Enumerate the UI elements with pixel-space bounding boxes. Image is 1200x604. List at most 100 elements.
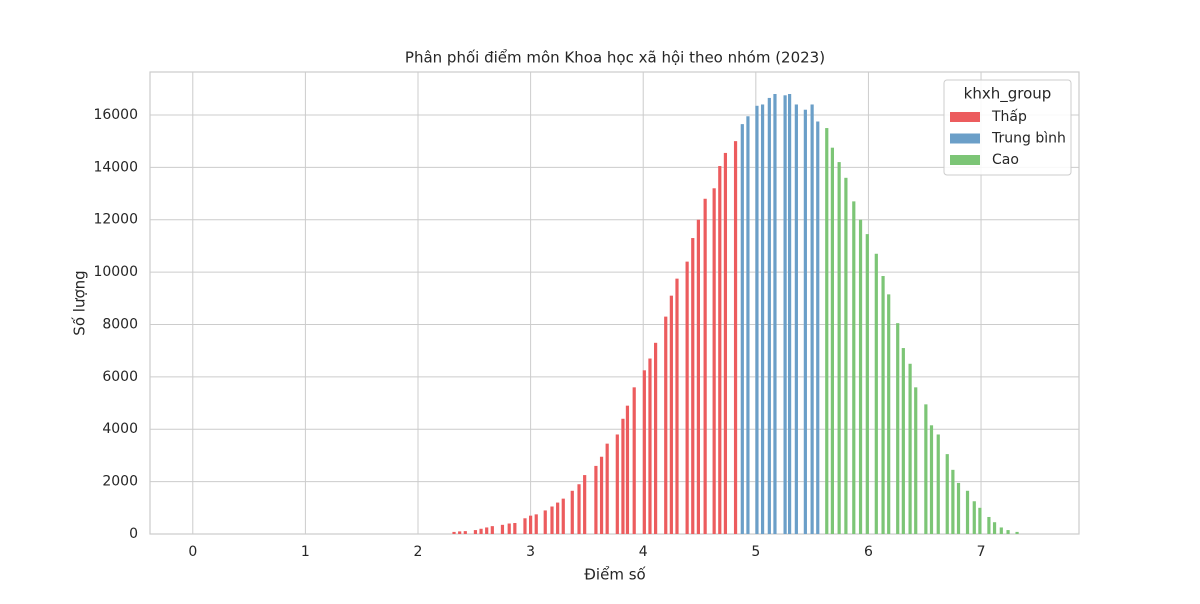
bar [583, 475, 587, 534]
bar [621, 418, 625, 534]
bar [803, 109, 807, 534]
x-tick-label: 5 [751, 544, 760, 560]
bar [696, 219, 700, 534]
y-tick-label: 4000 [102, 421, 138, 437]
legend-swatch [950, 133, 980, 144]
bar [669, 295, 673, 534]
bar [965, 490, 970, 534]
bar [664, 316, 668, 534]
bar [712, 188, 716, 535]
bar [887, 294, 891, 534]
bar [881, 276, 885, 534]
bar [874, 253, 878, 534]
bar [685, 261, 689, 534]
bar [783, 95, 787, 535]
bar [810, 104, 814, 534]
bar [767, 97, 771, 534]
bar [654, 342, 658, 534]
x-axis-label: Điểm số [584, 566, 646, 584]
x-tick-label: 3 [526, 544, 535, 560]
bar [500, 524, 505, 534]
bar [529, 515, 533, 534]
bar [987, 516, 991, 534]
x-tick-label: 1 [301, 544, 310, 560]
bar [852, 201, 856, 534]
bar [534, 514, 538, 534]
bar [632, 387, 636, 534]
bar [463, 531, 467, 534]
y-tick-label: 16000 [93, 107, 138, 123]
chart-title: Phân phối điểm môn Khoa học xã hội theo … [405, 49, 825, 67]
bar [599, 456, 604, 534]
bar [746, 116, 750, 534]
legend-swatch [950, 155, 980, 165]
bar [972, 501, 976, 534]
bar [513, 523, 517, 534]
bar [625, 405, 630, 534]
bar [703, 198, 707, 534]
bar [452, 531, 456, 534]
bar [865, 234, 869, 534]
legend-label: Thấp [991, 109, 1027, 125]
y-axis-label: Số lượng [71, 270, 89, 335]
y-tick-label: 0 [129, 526, 138, 542]
bar [844, 177, 848, 535]
bar [760, 104, 765, 534]
x-tick-label: 7 [977, 544, 986, 560]
bar [936, 434, 940, 534]
bar [733, 141, 738, 534]
bar [999, 527, 1003, 534]
legend-label: Cao [992, 152, 1019, 168]
x-tick-label: 2 [414, 544, 423, 560]
bar [788, 94, 792, 534]
bar [615, 434, 619, 534]
bar [945, 454, 949, 534]
legend-frame [943, 79, 1072, 176]
y-tick-label: 8000 [102, 316, 138, 332]
bar [605, 443, 609, 534]
bar [642, 370, 646, 534]
legend-swatch [950, 112, 980, 122]
bar [594, 465, 598, 534]
bar [858, 219, 863, 534]
bar [479, 528, 483, 534]
bar [740, 124, 744, 534]
bar [773, 94, 777, 534]
bar [908, 363, 912, 534]
bar [816, 121, 820, 534]
x-tick-label: 0 [188, 544, 197, 560]
y-tick-label: 6000 [102, 369, 138, 385]
bar [978, 507, 982, 534]
bar [675, 278, 679, 534]
y-tick-label: 14000 [93, 159, 138, 175]
bar [570, 490, 574, 534]
legend-title: khxh_group [964, 85, 1052, 104]
bar [951, 469, 955, 534]
plot-frame [149, 71, 1080, 535]
bar [543, 510, 547, 534]
bar [794, 104, 798, 534]
bar [830, 147, 834, 534]
y-tick-label: 12000 [93, 212, 138, 228]
bar [929, 425, 934, 534]
x-tick-label: 4 [639, 544, 648, 560]
bar [914, 387, 918, 534]
y-tick-label: 2000 [102, 474, 138, 490]
bar [561, 498, 565, 534]
bar [1006, 530, 1010, 534]
bar [992, 522, 997, 534]
bar [896, 323, 900, 534]
bar [723, 152, 728, 534]
bar [1015, 531, 1019, 534]
bar [550, 506, 554, 534]
bar [825, 128, 829, 535]
bar [956, 482, 961, 534]
bar [718, 166, 722, 534]
bar [755, 105, 759, 535]
bar [485, 527, 489, 534]
bar [691, 238, 695, 535]
bar [901, 348, 905, 534]
bar [458, 531, 462, 534]
bar [837, 162, 841, 534]
